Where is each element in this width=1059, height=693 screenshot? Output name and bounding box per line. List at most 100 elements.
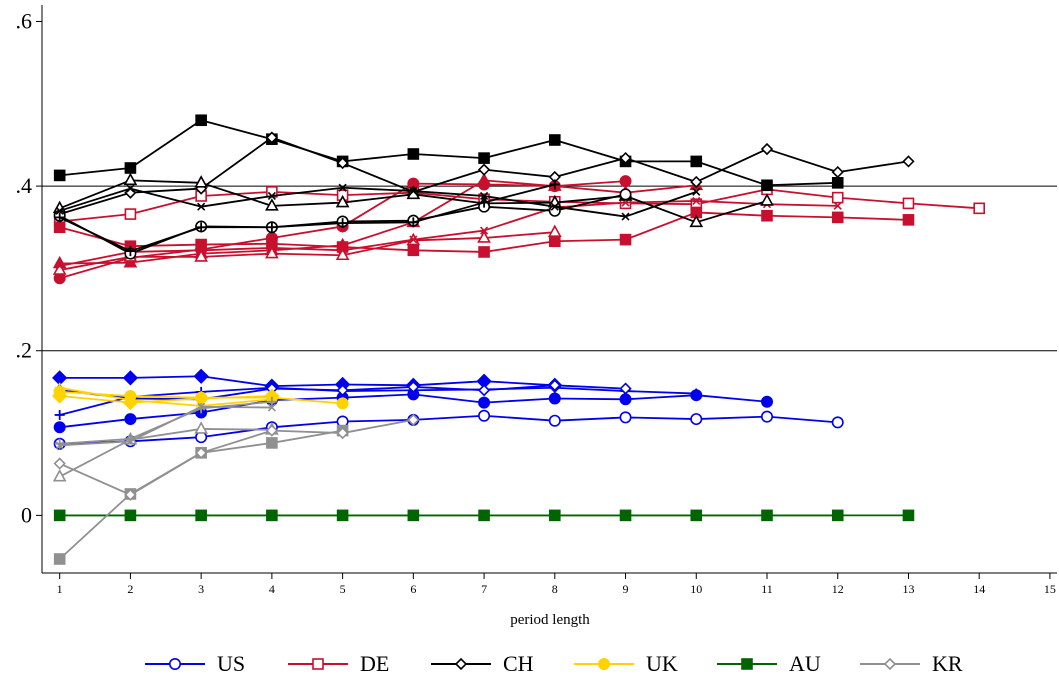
- data-point: [831, 416, 844, 429]
- data-point: [760, 410, 773, 423]
- x-axis-title: period length: [510, 612, 590, 628]
- data-point: [479, 197, 490, 208]
- legend-item-ch: CH: [431, 651, 534, 676]
- series-line: [59, 419, 414, 496]
- x-tick-label: 6: [410, 582, 416, 596]
- series-au-21: [54, 510, 843, 521]
- data-point: [619, 151, 632, 165]
- legend-marker: [312, 658, 324, 670]
- data-point: [761, 209, 773, 222]
- data-point: [478, 396, 491, 409]
- x-tick-label: 12: [832, 582, 844, 596]
- legend: US DE CH UK AU KR: [145, 651, 963, 676]
- data-point: [762, 510, 772, 521]
- x-tick-label: 3: [198, 582, 204, 596]
- series-ch-11: [53, 114, 844, 192]
- data-point: [265, 198, 279, 211]
- data-point: [124, 162, 137, 174]
- data-point: [52, 370, 68, 386]
- series-line: [59, 405, 272, 447]
- series-line: [59, 375, 555, 388]
- data-point: [193, 368, 209, 384]
- data-point: [52, 469, 67, 482]
- data-point: [52, 388, 68, 404]
- data-point: [549, 510, 560, 521]
- data-point: [480, 191, 489, 201]
- series-line: [59, 428, 272, 478]
- data-point: [407, 380, 420, 394]
- data-point: [265, 131, 279, 144]
- series-kr-24: [53, 413, 420, 501]
- data-point: [54, 212, 65, 223]
- legend-label: AU: [789, 651, 821, 676]
- y-tick-label: .2: [16, 338, 33, 363]
- data-point: [409, 186, 418, 196]
- legend-item-uk: UK: [574, 651, 678, 676]
- data-point: [335, 247, 350, 261]
- data-point: [689, 214, 704, 228]
- series-line: [59, 386, 697, 416]
- data-point: [407, 148, 420, 160]
- data-point: [197, 202, 206, 211]
- series-group: [52, 114, 985, 565]
- data-point: [265, 424, 279, 437]
- x-tick-label: 14: [973, 582, 985, 596]
- data-point: [266, 437, 278, 449]
- data-point: [55, 441, 64, 450]
- data-point: [548, 392, 561, 405]
- data-point: [478, 409, 491, 422]
- data-point: [194, 249, 208, 262]
- legend-item-us: US: [145, 651, 245, 676]
- series-kr-25: [54, 396, 277, 449]
- data-point: [336, 426, 349, 440]
- legend-marker: [597, 657, 610, 670]
- data-point: [197, 246, 206, 255]
- data-point: [126, 437, 135, 446]
- data-point: [761, 179, 773, 192]
- legend-marker: [169, 657, 182, 670]
- data-point: [335, 194, 350, 208]
- x-tick-label: 4: [269, 582, 275, 596]
- series-ch-16: [54, 179, 560, 257]
- data-point: [549, 134, 561, 146]
- legend-item-au: AU: [717, 651, 821, 676]
- data-point: [336, 397, 349, 410]
- data-point: [267, 243, 276, 252]
- data-point: [548, 379, 561, 392]
- series-line: [59, 386, 272, 407]
- data-point: [549, 179, 560, 190]
- data-point: [619, 411, 632, 424]
- data-point: [902, 214, 915, 226]
- data-point: [53, 421, 66, 434]
- x-tick-label: 11: [761, 582, 773, 596]
- series-line: [59, 183, 556, 253]
- data-point: [195, 114, 207, 127]
- data-point: [831, 191, 844, 204]
- data-point: [266, 510, 277, 521]
- data-point: [267, 403, 276, 412]
- data-point: [549, 235, 561, 248]
- data-point: [477, 163, 491, 176]
- data-point: [125, 246, 136, 257]
- data-point: [760, 142, 774, 156]
- data-point: [902, 509, 915, 522]
- data-point: [125, 510, 136, 521]
- legend-marker: [741, 658, 753, 670]
- data-point: [265, 231, 278, 244]
- data-point: [550, 202, 559, 211]
- y-tick-label: .6: [16, 8, 33, 33]
- data-point: [692, 196, 701, 205]
- data-point: [478, 246, 490, 258]
- data-point: [408, 217, 419, 228]
- x-tick-label: 1: [57, 582, 63, 596]
- data-point: [55, 261, 64, 271]
- series-line: [59, 414, 838, 445]
- data-point: [477, 230, 491, 243]
- legend-label: UK: [646, 651, 678, 676]
- y-tick-label: .4: [16, 173, 33, 198]
- series-kr-26: [55, 402, 276, 450]
- data-point: [407, 244, 420, 257]
- legend-label: KR: [932, 651, 963, 676]
- data-point: [266, 222, 277, 233]
- data-point: [478, 152, 490, 164]
